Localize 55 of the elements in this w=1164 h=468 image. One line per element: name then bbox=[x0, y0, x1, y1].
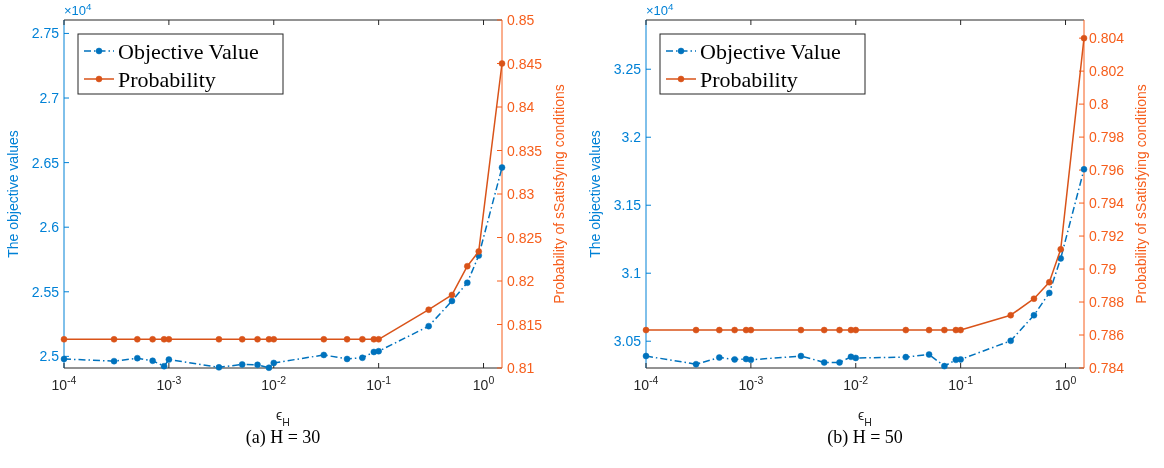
x-tick-label: 10$^{-2}$ bbox=[261, 374, 287, 393]
x-tick-label: 10$^{-1}$ bbox=[366, 374, 392, 393]
y-tick-label: 2.7 bbox=[39, 90, 60, 107]
y2-axis-title: Probability of sSatisfying conditions bbox=[1133, 84, 1149, 304]
y-tick-label: 3.2 bbox=[621, 129, 642, 146]
legend-label: Objective Value bbox=[118, 39, 259, 64]
x-tick-label: 10$^{-3}$ bbox=[738, 374, 764, 393]
text: ×10$^{4}$ bbox=[646, 0, 675, 18]
y-tick-label: 2.6 bbox=[39, 219, 60, 236]
legend-label: Probability bbox=[700, 67, 798, 92]
y2-tick-label: 0.85 bbox=[507, 12, 535, 28]
y-tick-label: 2.75 bbox=[31, 25, 60, 42]
x-tick-label: 10$^{0}$ bbox=[1054, 374, 1077, 393]
text: (a) H = 30 bbox=[245, 427, 321, 448]
y-tick-label: 3.15 bbox=[613, 197, 642, 214]
x-tick-label: 10$^{-3}$ bbox=[156, 374, 182, 393]
legend-label: Objective Value bbox=[700, 39, 841, 64]
x-tick-label: 10$^{-4}$ bbox=[633, 374, 659, 393]
y2-tick-label: 0.784 bbox=[1089, 360, 1125, 376]
x-axis-title: ϵ$_{H}$ bbox=[858, 407, 872, 428]
legend-label: Probability bbox=[118, 67, 216, 92]
y-tick-label: 2.65 bbox=[31, 154, 60, 171]
x-tick-label: 10$^{-1}$ bbox=[948, 374, 974, 393]
y2-tick-label: 0.798 bbox=[1089, 129, 1125, 146]
y2-tick-label: 0.792 bbox=[1089, 228, 1125, 245]
y2-tick-label: 0.815 bbox=[507, 316, 543, 333]
y2-tick-label: 0.845 bbox=[507, 55, 543, 72]
y2-tick-label: 0.79 bbox=[1089, 261, 1117, 278]
y-tick-label: 3.1 bbox=[621, 265, 642, 282]
y-tick-label: 3.05 bbox=[613, 333, 642, 350]
y2-tick-label: 0.84 bbox=[507, 99, 535, 115]
y-tick-label: 3.25 bbox=[613, 61, 642, 78]
y2-tick-label: 0.825 bbox=[507, 229, 543, 246]
y2-axis-title: Probability of sSatisfying conditions bbox=[551, 84, 567, 304]
x-tick-label: 10$^{-4}$ bbox=[51, 374, 77, 393]
text: ×10$^{4}$ bbox=[64, 0, 93, 18]
y-axis-title: The objective values bbox=[587, 130, 603, 258]
text: (b) H = 50 bbox=[827, 427, 903, 448]
x-tick-label: 10$^{0}$ bbox=[472, 374, 495, 393]
y2-tick-label: 0.83 bbox=[507, 186, 535, 202]
y2-tick-label: 0.796 bbox=[1089, 162, 1125, 179]
x-axis-title: ϵ$_{H}$ bbox=[276, 407, 290, 428]
y2-tick-label: 0.786 bbox=[1089, 327, 1125, 344]
x-tick-label: 10$^{-2}$ bbox=[843, 374, 869, 393]
y2-tick-label: 0.8 bbox=[1089, 96, 1109, 113]
y2-tick-label: 0.802 bbox=[1089, 63, 1125, 80]
y-tick-label: 2.5 bbox=[39, 348, 60, 365]
y2-tick-label: 0.804 bbox=[1089, 30, 1125, 47]
y2-tick-label: 0.82 bbox=[507, 273, 535, 289]
y-tick-label: 2.55 bbox=[31, 283, 60, 300]
y-axis-title: The objective values bbox=[5, 130, 21, 258]
y2-tick-label: 0.81 bbox=[507, 360, 535, 376]
y2-tick-label: 0.794 bbox=[1089, 195, 1125, 212]
y2-tick-label: 0.788 bbox=[1089, 294, 1125, 311]
y2-tick-label: 0.835 bbox=[507, 142, 543, 159]
